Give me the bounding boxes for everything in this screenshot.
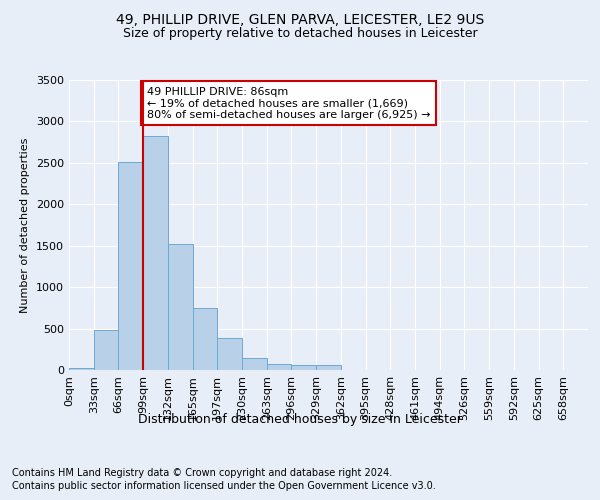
Bar [69, 368, 94, 370]
Text: 49 PHILLIP DRIVE: 86sqm
← 19% of detached houses are smaller (1,669)
80% of semi: 49 PHILLIP DRIVE: 86sqm ← 19% of detache… [147, 86, 430, 120]
Bar [316, 366, 341, 370]
Y-axis label: Number of detached properties: Number of detached properties [20, 138, 31, 312]
Text: Distribution of detached houses by size in Leicester: Distribution of detached houses by size … [138, 412, 462, 426]
Text: Size of property relative to detached houses in Leicester: Size of property relative to detached ho… [122, 28, 478, 40]
Text: 49, PHILLIP DRIVE, GLEN PARVA, LEICESTER, LE2 9US: 49, PHILLIP DRIVE, GLEN PARVA, LEICESTER… [116, 12, 484, 26]
Bar [118, 162, 143, 370]
Bar [217, 338, 242, 370]
Bar [143, 136, 168, 370]
Bar [267, 364, 292, 370]
Text: Contains public sector information licensed under the Open Government Licence v3: Contains public sector information licen… [12, 481, 436, 491]
Bar [242, 358, 267, 370]
Bar [94, 330, 118, 370]
Text: Contains HM Land Registry data © Crown copyright and database right 2024.: Contains HM Land Registry data © Crown c… [12, 468, 392, 477]
Bar [292, 366, 316, 370]
Bar [168, 244, 193, 370]
Bar [193, 308, 217, 370]
